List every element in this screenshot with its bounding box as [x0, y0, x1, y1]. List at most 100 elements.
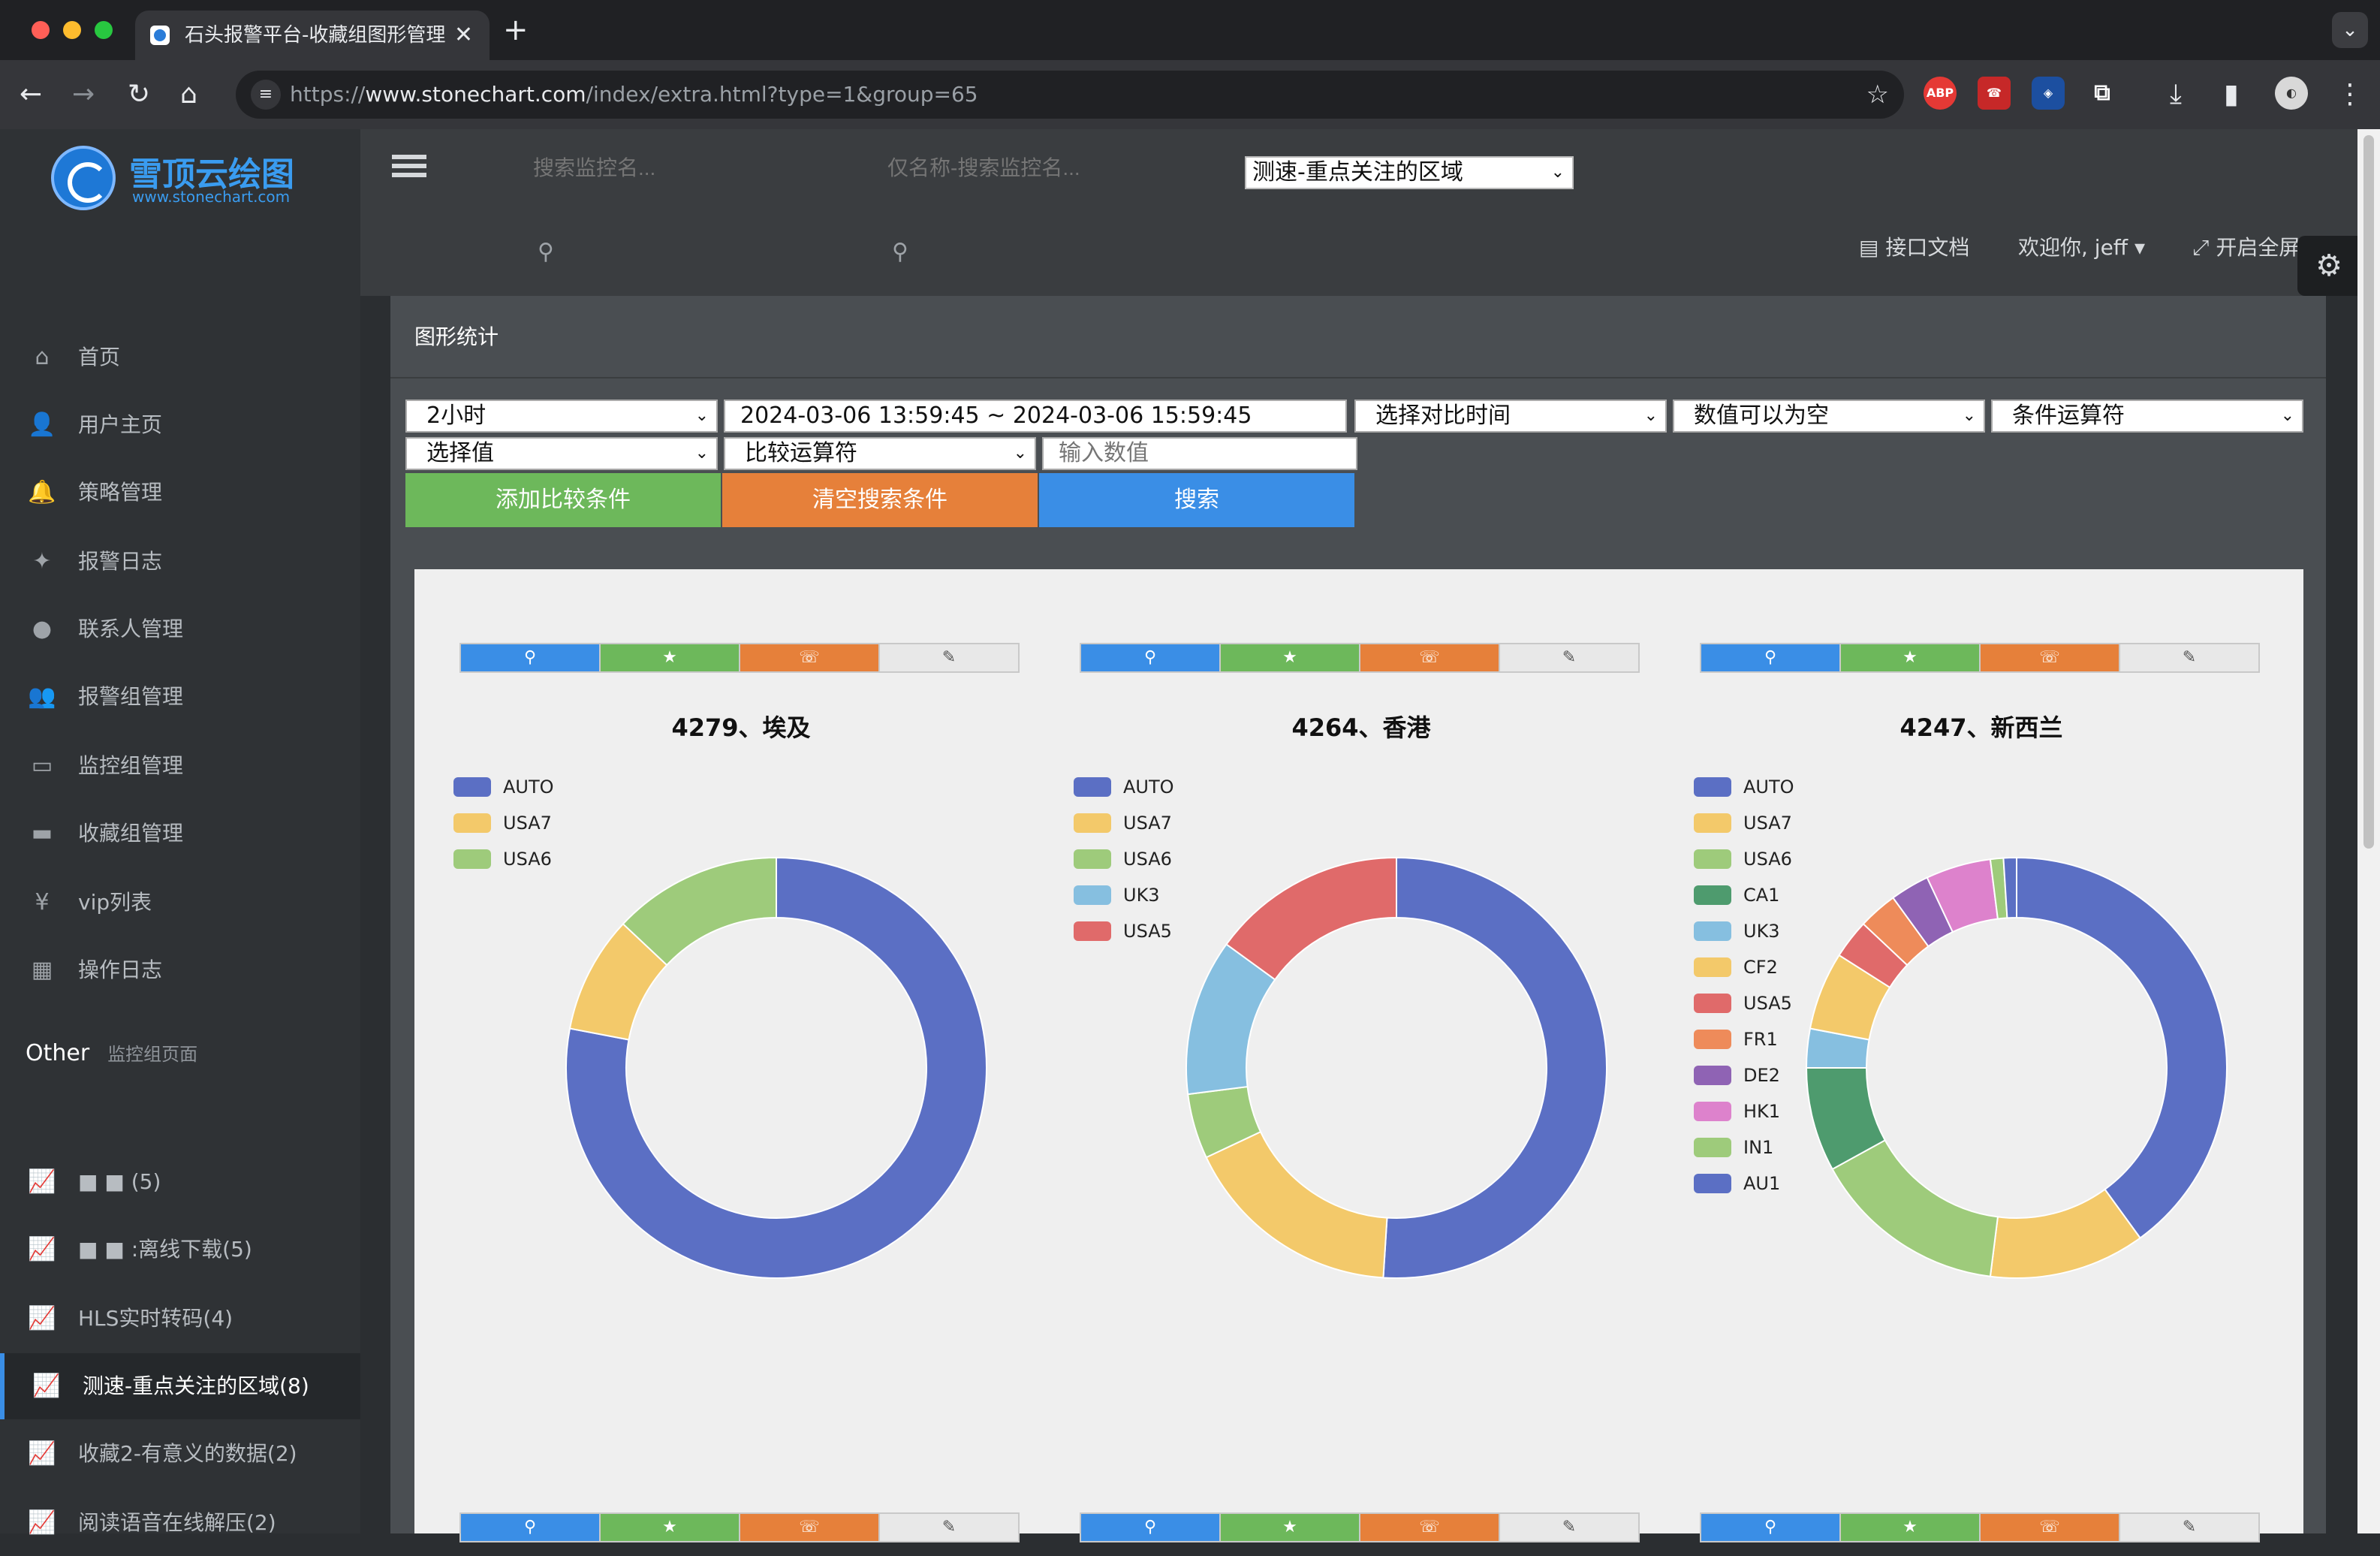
settings-gear-icon[interactable]: ⚙ [2297, 236, 2360, 296]
legend-entry[interactable]: USA5 [1074, 913, 1174, 949]
sidebar-group-5[interactable]: 📈 收藏2-有意义的数据(2) [0, 1421, 360, 1487]
api-docs-link[interactable]: ▤ 接口文档 [1859, 225, 1969, 270]
reload-icon[interactable]: ↻ [128, 79, 151, 110]
forward-arrow-icon[interactable]: → [72, 79, 95, 110]
select-value-select[interactable]: 选择值 ⌄ [405, 437, 718, 470]
edit-chart-button[interactable]: ✎ [880, 644, 1018, 671]
call-chart-button[interactable]: ☏ [1360, 1514, 1500, 1541]
legend-entry[interactable]: USA6 [453, 841, 554, 877]
menu-toggle-icon[interactable] [392, 155, 426, 182]
pie-slice-usa7[interactable] [1205, 1130, 1388, 1279]
edit-chart-button[interactable]: ✎ [880, 1514, 1018, 1541]
legend-entry[interactable]: USA6 [1074, 841, 1174, 877]
page-scrollbar[interactable] [2357, 129, 2380, 1533]
edit-chart-button[interactable]: ✎ [2120, 1514, 2258, 1541]
legend-entry[interactable]: USA5 [1694, 985, 1794, 1021]
pie-slice-usa6[interactable] [1831, 1138, 1999, 1277]
back-arrow-icon[interactable]: ← [20, 79, 43, 110]
search-chart-button[interactable]: ⚲ [461, 1514, 601, 1541]
call-chart-button[interactable]: ☏ [740, 1514, 880, 1541]
favorite-chart-button[interactable]: ★ [1221, 1514, 1360, 1541]
legend-entry[interactable]: USA6 [1694, 841, 1794, 877]
sidebar-item-favorite-groups[interactable]: ▬ 收藏组管理 [0, 801, 360, 867]
favorite-chart-button[interactable]: ★ [601, 1514, 740, 1541]
search-chart-button[interactable]: ⚲ [1081, 644, 1221, 671]
search-monitor-input[interactable] [533, 152, 758, 185]
legend-entry[interactable]: UK3 [1074, 877, 1174, 913]
sidebar-item-alarm-groups[interactable]: 👥 报警组管理 [0, 664, 360, 730]
search-icon[interactable]: ⚲ [538, 239, 554, 265]
pie-slice-auto[interactable] [1382, 856, 1607, 1279]
legend-entry[interactable]: CA1 [1694, 877, 1794, 913]
sidebar-group-1[interactable]: 📈 ■ ■ (5) [0, 1149, 360, 1215]
range-select[interactable]: 2小时 ⌄ [405, 400, 718, 433]
tab-search-chevron-icon[interactable]: ⌄ [2332, 12, 2368, 48]
sidebar-item-monitor-groups[interactable]: ▭ 监控组管理 [0, 733, 360, 799]
number-input[interactable] [1042, 437, 1357, 470]
search-chart-button[interactable]: ⚲ [1081, 1514, 1221, 1541]
legend-entry[interactable]: USA7 [1694, 805, 1794, 841]
pie-slice-auto[interactable] [565, 856, 987, 1279]
nullable-select[interactable]: 数值可以为空 ⌄ [1673, 400, 1985, 433]
legend-entry[interactable]: UK3 [1694, 913, 1794, 949]
legend-entry[interactable]: AUTO [1074, 769, 1174, 805]
add-condition-button[interactable]: 添加比较条件 [405, 473, 721, 527]
call-chart-button[interactable]: ☏ [1981, 644, 2120, 671]
fullscreen-button[interactable]: ⤢ 开启全屏 [2192, 225, 2300, 270]
scrollbar-thumb[interactable] [2363, 135, 2374, 849]
legend-entry[interactable]: AUTO [1694, 769, 1794, 805]
legend-entry[interactable]: AU1 [1694, 1165, 1794, 1202]
sidebar-group-3[interactable]: 📈 HLS实时转码(4) [0, 1286, 360, 1352]
edit-chart-button[interactable]: ✎ [2120, 644, 2258, 671]
search-chart-button[interactable]: ⚲ [461, 644, 601, 671]
sidebar-item-home[interactable]: ⌂ 首页 [0, 324, 360, 391]
site-info-icon[interactable]: ≡ [251, 80, 281, 110]
favorite-chart-button[interactable]: ★ [601, 644, 740, 671]
search-chart-button[interactable]: ⚲ [1701, 644, 1841, 671]
compare-time-select[interactable]: 选择对比时间 ⌄ [1354, 400, 1667, 433]
call-chart-button[interactable]: ☏ [740, 644, 880, 671]
sidebar-group-4[interactable]: 📈 测速-重点关注的区域(8) [0, 1353, 360, 1419]
favorite-chart-button[interactable]: ★ [1841, 644, 1981, 671]
pie-slice-auto[interactable] [2016, 856, 2228, 1239]
pie-slice-au1[interactable] [2002, 856, 2017, 919]
sidebar-item-vip[interactable]: ¥ vip列表 [0, 870, 360, 936]
home-browser-icon[interactable]: ⌂ [180, 79, 197, 110]
phone-extension-icon[interactable]: ☎ [1978, 77, 2011, 110]
maximize-window-button[interactable] [95, 21, 113, 39]
search-chart-button[interactable]: ⚲ [1701, 1514, 1841, 1541]
edit-chart-button[interactable]: ✎ [1500, 644, 1638, 671]
favorite-chart-button[interactable]: ★ [1841, 1514, 1981, 1541]
new-tab-button[interactable]: + [503, 13, 529, 47]
search-icon-2[interactable]: ⚲ [892, 239, 908, 265]
sidebar-item-contacts[interactable]: ● 联系人管理 [0, 596, 360, 662]
pie-slice-usa5[interactable] [1225, 856, 1397, 981]
close-window-button[interactable] [32, 21, 50, 39]
compare-operator-select[interactable]: 比较运算符 ⌄ [724, 437, 1036, 470]
condition-operator-select[interactable]: 条件运算符 ⌄ [1991, 400, 2303, 433]
search-button[interactable]: 搜索 [1039, 473, 1354, 527]
browser-tab[interactable]: 石头报警平台-收藏组图形管理 ✕ [135, 11, 490, 60]
side-panel-icon[interactable]: ▮ [2224, 79, 2239, 110]
minimize-window-button[interactable] [63, 21, 81, 39]
legend-entry[interactable]: CF2 [1694, 949, 1794, 985]
legend-entry[interactable]: IN1 [1694, 1129, 1794, 1165]
legend-entry[interactable]: FR1 [1694, 1021, 1794, 1057]
puzzle-extension-icon[interactable]: ⧉ [2094, 80, 2110, 106]
legend-entry[interactable]: USA7 [453, 805, 554, 841]
adblock-extension-icon[interactable]: ABP [1924, 77, 1957, 110]
legend-entry[interactable]: HK1 [1694, 1093, 1794, 1129]
pie-slice-usa6[interactable] [622, 856, 777, 966]
brand-logo[interactable]: 雪顶云绘图 www.stonechart.com [51, 143, 351, 210]
tab-close-icon[interactable]: ✕ [453, 22, 473, 48]
clear-conditions-button[interactable]: 清空搜索条件 [722, 473, 1038, 527]
sidebar-group-2[interactable]: 📈 ■ ■ :离线下载(5) [0, 1217, 360, 1283]
call-chart-button[interactable]: ☏ [1360, 644, 1500, 671]
download-icon[interactable]: ⤓ [2170, 79, 2182, 110]
sidebar-group-6[interactable]: 📈 阅读语音在线解压(2) [0, 1490, 360, 1556]
browser-menu-icon[interactable]: ⋮ [2336, 79, 2363, 110]
bookmark-star-icon[interactable]: ☆ [1866, 80, 1889, 110]
legend-entry[interactable]: DE2 [1694, 1057, 1794, 1093]
legend-entry[interactable]: AUTO [453, 769, 554, 805]
call-chart-button[interactable]: ☏ [1981, 1514, 2120, 1541]
